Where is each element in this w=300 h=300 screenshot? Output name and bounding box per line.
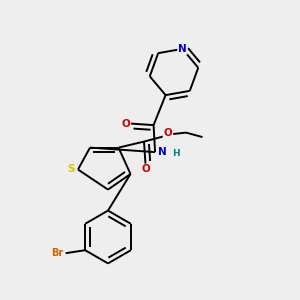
Text: N: N: [158, 147, 167, 157]
Text: S: S: [68, 164, 75, 175]
Text: H: H: [172, 148, 180, 158]
Text: O: O: [164, 128, 172, 138]
Text: N: N: [178, 44, 187, 54]
Text: O: O: [121, 118, 130, 129]
Text: O: O: [141, 164, 150, 175]
Text: Br: Br: [51, 248, 63, 258]
